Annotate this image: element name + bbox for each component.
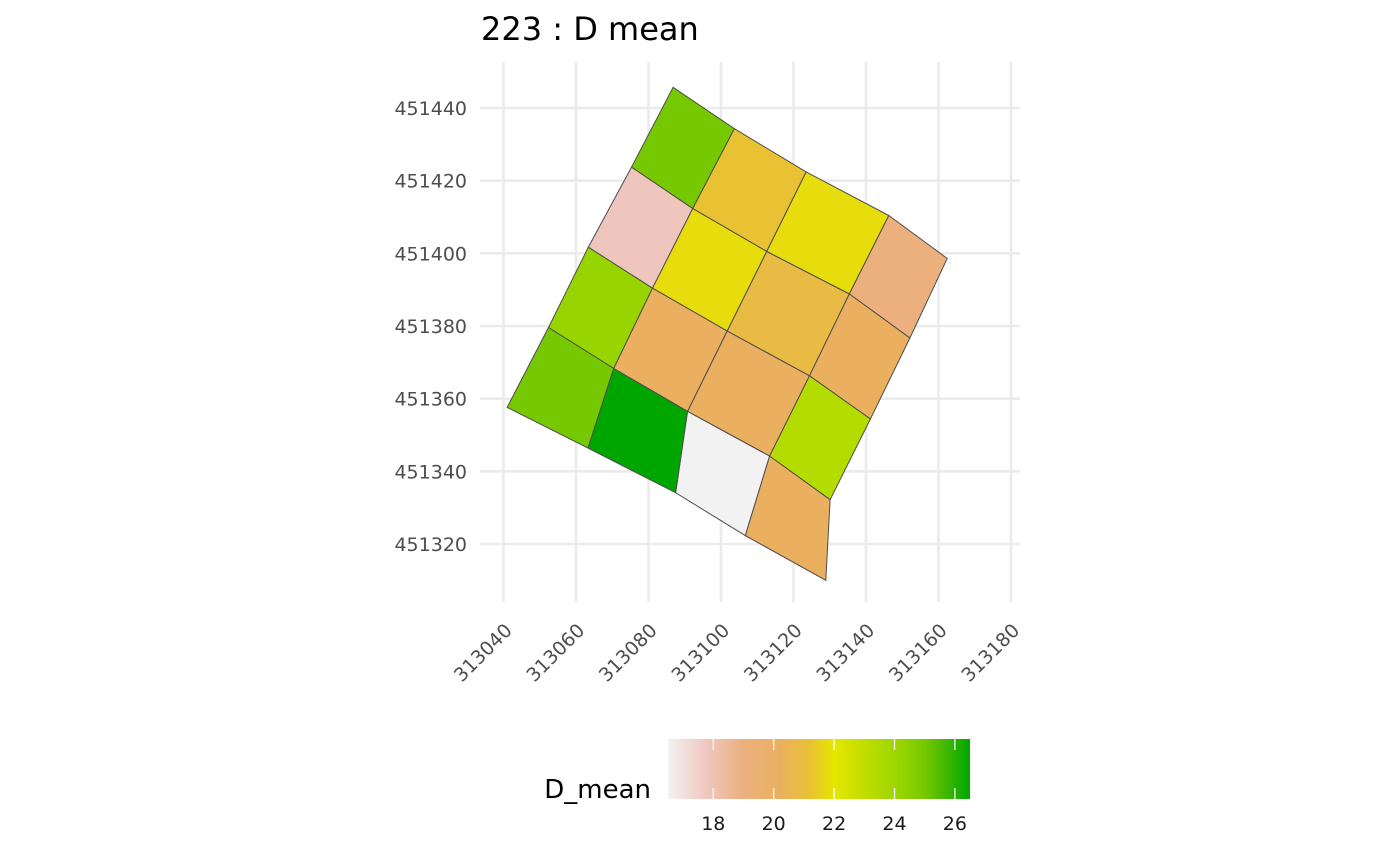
legend-tick-label: 22: [822, 813, 846, 835]
legend-tick-label: 26: [943, 813, 967, 835]
x-tick-label: 313160: [885, 620, 952, 687]
legend-tick-label: 24: [882, 813, 906, 835]
y-tick-label: 451380: [394, 316, 467, 338]
x-tick-label: 313040: [450, 620, 517, 687]
y-tick-label: 451340: [394, 461, 467, 483]
x-tick-label: 313060: [522, 620, 589, 687]
y-tick-label: 451440: [394, 98, 467, 120]
grid-cell-r3c3: [744, 455, 831, 582]
legend-title: D_mean: [544, 775, 651, 805]
x-tick-label: 313120: [740, 620, 807, 687]
legend-colorbar: [668, 739, 970, 799]
x-tick-label: 313140: [812, 620, 879, 687]
y-tick-label: 451400: [394, 243, 467, 265]
x-tick-label: 313180: [957, 620, 1024, 687]
y-tick-label: 451320: [394, 534, 467, 556]
chart-title: 223 : D mean: [481, 10, 699, 48]
x-axis-ticks: 313040 313060 313080 313100 313120 313140 3131…: [450, 620, 1024, 687]
legend-tick-label: 20: [762, 813, 786, 835]
y-axis-ticks: 451320 451340 451360 451380 451400 451420 4514…: [394, 98, 467, 556]
legend: D_mean 18 20 22 24 26: [544, 739, 970, 835]
legend-tick-label: 18: [701, 813, 725, 835]
legend-ticks: 18 20 22 24 26: [701, 739, 967, 835]
x-tick-label: 313080: [595, 620, 662, 687]
y-tick-label: 451360: [394, 389, 467, 411]
y-tick-label: 451420: [394, 171, 467, 193]
cells: [506, 86, 948, 582]
x-tick-label: 313100: [667, 620, 734, 687]
